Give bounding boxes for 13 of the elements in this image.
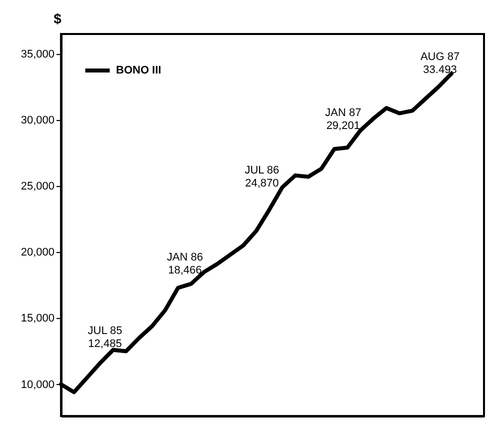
y-tick-label: 25,000 [20,180,54,193]
annotation: JAN 86 18,466 [166,251,203,276]
annotation: JUL 85 12,485 [88,324,122,350]
legend-label: BONO III [116,64,162,76]
annotation: JAN 87 29,201 [325,107,362,132]
y-tick-label: 10,000 [20,378,54,391]
annotation: AUG 87 33.493 [420,50,460,76]
y-tick-label: 35,000 [20,48,54,60]
annotation: JUL 86 24,870 [244,164,280,190]
y-tick-label: 30,000 [20,114,54,126]
y-tick-label: 20,000 [20,246,54,259]
y-tick-label: 15,000 [20,312,54,325]
y-axis-title: $ [54,10,62,26]
